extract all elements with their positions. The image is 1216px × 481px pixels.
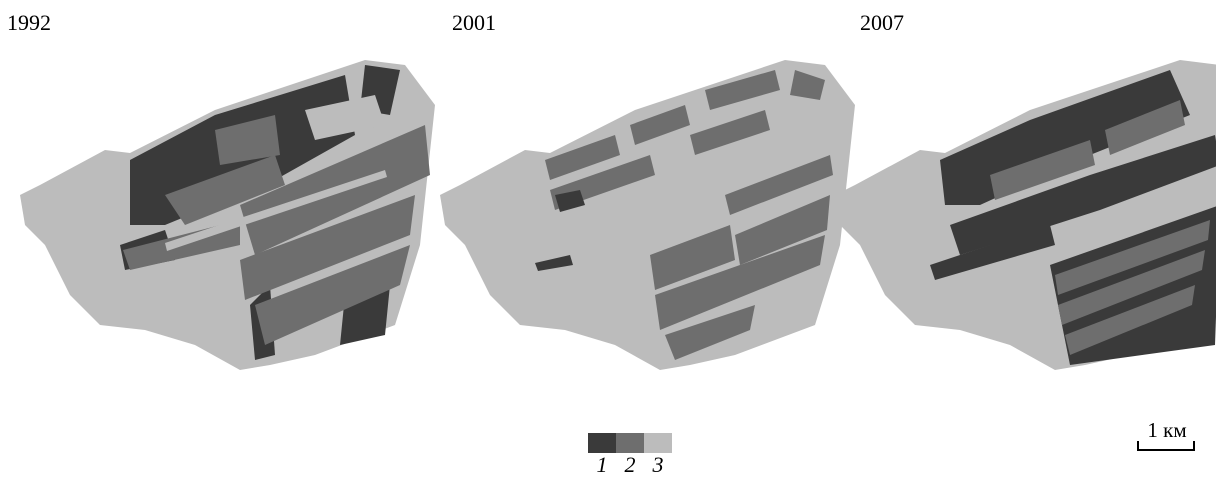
map-2007 — [835, 60, 1216, 370]
legend-swatches — [588, 433, 672, 453]
map-1992 — [20, 60, 435, 370]
class-1-patches-2001 — [535, 190, 585, 271]
scale-bar: 1 км — [1135, 418, 1199, 458]
map-2001 — [440, 60, 855, 370]
legend-label-3: 3 — [652, 452, 664, 477]
scale-line — [1137, 441, 1195, 451]
legend-label-1: 1 — [596, 452, 608, 477]
year-label-2001: 2001 — [452, 10, 496, 35]
class-3-gaps-1992 — [165, 95, 387, 251]
class-2-patches-2007 — [990, 100, 1210, 355]
class-2-patches-2001 — [545, 70, 833, 360]
legend-labels: 1 2 3 — [588, 453, 672, 477]
year-label-1992: 1992 — [7, 10, 51, 35]
legend-swatch-3 — [644, 433, 672, 453]
legend-swatch-1 — [588, 433, 616, 453]
legend: 1 2 3 — [588, 433, 672, 477]
class-2-patches-1992 — [123, 115, 430, 345]
legend-swatch-2 — [616, 433, 644, 453]
year-label-2007: 2007 — [860, 10, 904, 35]
legend-label-2: 2 — [624, 452, 636, 477]
scale-label: 1 км — [1147, 418, 1187, 442]
